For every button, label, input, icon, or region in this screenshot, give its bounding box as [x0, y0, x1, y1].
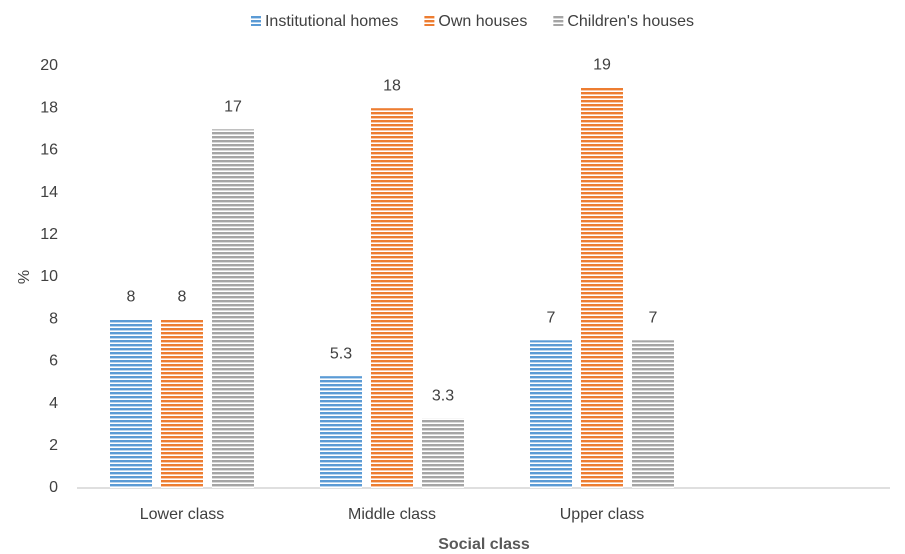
data-label: 17 — [224, 99, 242, 116]
bar — [110, 319, 152, 488]
legend-swatch — [553, 16, 564, 26]
data-label: 19 — [593, 56, 611, 73]
y-tick-label: 12 — [40, 226, 58, 243]
legend-label: Children's houses — [567, 13, 694, 30]
y-tick-label: 4 — [49, 395, 58, 412]
bar — [530, 340, 572, 488]
x-tick-label: Upper class — [560, 506, 644, 523]
data-label: 8 — [178, 288, 187, 305]
data-label: 7 — [547, 310, 556, 327]
bar — [161, 319, 203, 488]
x-tick-label: Lower class — [140, 506, 224, 523]
bar — [422, 418, 464, 488]
y-tick-label: 14 — [40, 184, 58, 201]
y-tick-label: 16 — [40, 142, 58, 159]
bar — [581, 87, 623, 488]
data-label: 8 — [127, 288, 136, 305]
y-tick-label: 0 — [49, 479, 58, 496]
x-tick-label: Middle class — [348, 506, 436, 523]
x-axis-label: Social class — [438, 536, 530, 553]
y-axis-label: % — [16, 270, 33, 284]
data-label: 5.3 — [330, 345, 352, 362]
y-tick-label: 6 — [49, 353, 58, 370]
bar — [320, 376, 362, 488]
legend-label: Institutional homes — [265, 13, 398, 30]
y-tick-label: 10 — [40, 268, 58, 285]
bar — [632, 340, 674, 488]
legend: Institutional homes Own houses Children's … — [250, 13, 694, 30]
y-tick-label: 18 — [40, 99, 58, 116]
y-tick-label: 2 — [49, 437, 58, 454]
y-tick-label: 20 — [40, 57, 58, 74]
legend-swatch — [424, 16, 435, 26]
data-label: 18 — [383, 77, 401, 94]
data-label: 7 — [649, 310, 658, 327]
legend-swatch — [250, 16, 261, 26]
y-tick-label: 8 — [49, 310, 58, 327]
bar — [371, 108, 413, 488]
data-label: 3.3 — [432, 388, 454, 405]
bar — [212, 129, 254, 489]
legend-label: Own houses — [438, 13, 527, 30]
